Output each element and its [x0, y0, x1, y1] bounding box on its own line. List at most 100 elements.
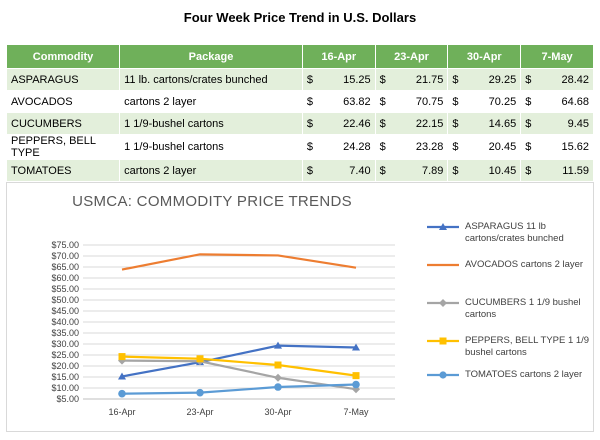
data-point [274, 341, 282, 349]
currency-symbol: $ [525, 117, 532, 130]
package-cell: cartons 2 layer [119, 159, 303, 182]
legend-swatch [427, 337, 459, 345]
data-point [118, 353, 126, 361]
table-row: PEPPERS, BELL TYPE 1 1/9-bushel cartons $2… [5, 134, 594, 160]
y-tick-label: $60.00 [51, 273, 79, 283]
data-point [274, 361, 282, 369]
legend-swatch [427, 223, 459, 230]
price-cell: $64.68 [520, 90, 594, 113]
price-value: 7.89 [422, 164, 444, 177]
table-header-row: Commodity Package 16-Apr 23-Apr 30-Apr 7… [5, 44, 594, 69]
legend-marker [439, 299, 447, 307]
package-cell: 1 1/9-bushel cartons [119, 134, 303, 160]
y-tick-label: $65.00 [51, 262, 79, 272]
series-line [121, 253, 357, 271]
price-value: 11.59 [562, 164, 589, 177]
price-cell: $20.45 [447, 134, 522, 160]
price-cell: $11.59 [520, 159, 594, 182]
commodity-cell: PEPPERS, BELL TYPE [5, 134, 121, 160]
y-tick-label: $35.00 [51, 328, 79, 338]
commodity-cell: AVOCADOS [5, 90, 121, 113]
y-tick-label: $45.00 [51, 306, 79, 316]
currency-symbol: $ [306, 73, 314, 86]
currency-symbol: $ [379, 73, 386, 86]
currency-symbol: $ [379, 117, 386, 130]
y-tick-label: $75.00 [51, 240, 79, 250]
price-cell: $28.42 [520, 68, 594, 91]
price-value: 22.15 [415, 117, 444, 130]
data-point [274, 383, 282, 391]
price-table: Commodity Package 16-Apr 23-Apr 30-Apr 7… [5, 44, 594, 182]
package-cell: 11 lb. cartons/crates bunched [119, 68, 303, 91]
x-tick-label: 16-Apr [108, 407, 135, 417]
header-package: Package [119, 44, 303, 69]
price-value: 29.25 [488, 73, 517, 86]
price-cell: $63.82 [301, 90, 376, 113]
price-value: 7.40 [349, 164, 371, 177]
price-cell: $10.45 [447, 159, 522, 182]
x-tick-label: 7-May [343, 407, 369, 417]
data-point [196, 388, 204, 397]
legend-label: ASPARAGUS 11 lb cartons/crates bunched [465, 221, 564, 244]
price-value: 63.82 [343, 95, 371, 108]
price-value: 64.68 [561, 95, 589, 108]
header-week-2: 23-Apr [374, 44, 449, 69]
y-tick-label: $40.00 [51, 317, 79, 327]
x-tick-label: 30-Apr [264, 407, 291, 417]
price-cell: $22.15 [374, 112, 449, 135]
x-tick-label: 23-Apr [186, 407, 213, 417]
table-row: ASPARAGUS 11 lb. cartons/crates bunched $1… [5, 68, 594, 91]
data-point [352, 372, 360, 380]
price-cell: $24.28 [301, 134, 376, 160]
y-tick-label: $10.00 [51, 383, 79, 393]
currency-symbol: $ [379, 95, 386, 108]
table-body: ASPARAGUS 11 lb. cartons/crates bunched $1… [5, 68, 594, 182]
price-cell: $7.40 [301, 159, 376, 182]
y-tick-label: $5.00 [56, 394, 79, 404]
series-line [121, 355, 357, 377]
price-value: 70.25 [488, 95, 517, 108]
currency-symbol: $ [452, 73, 459, 86]
price-cell: $21.75 [374, 68, 449, 91]
y-tick-label: $20.00 [51, 361, 79, 371]
y-tick-label: $70.00 [51, 251, 79, 261]
currency-symbol: $ [525, 164, 532, 177]
currency-symbol: $ [525, 95, 532, 108]
header-commodity: Commodity [5, 44, 121, 69]
y-tick-label: $50.00 [51, 295, 79, 305]
legend-label: TOMATOES cartons 2 layer [465, 369, 583, 380]
currency-symbol: $ [525, 141, 532, 153]
series-line [121, 344, 357, 378]
currency-symbol: $ [379, 141, 386, 153]
chart-container: USMCA: COMMODITY PRICE TRENDS $5.00 $10.0… [6, 182, 594, 432]
currency-symbol: $ [306, 141, 314, 153]
legend-label: PEPPERS, BELL TYPE 1 1/9 bushel cartons [465, 335, 590, 358]
data-point [274, 373, 282, 382]
package-cell: cartons 2 layer [119, 90, 303, 113]
header-week-1: 16-Apr [301, 44, 376, 69]
commodity-cell: ASPARAGUS [5, 68, 121, 91]
legend-label: AVOCADOS cartons 2 layer [465, 259, 584, 270]
data-point [352, 343, 360, 351]
price-value: 10.45 [488, 164, 517, 177]
legend-label: CUCUMBERS 1 1/9 bushel cartons [465, 297, 581, 320]
currency-symbol: $ [452, 117, 459, 130]
price-cell: $70.25 [447, 90, 522, 113]
chart-title: USMCA: COMMODITY PRICE TRENDS [72, 193, 352, 210]
data-point [352, 380, 360, 389]
legend-marker [439, 223, 447, 230]
price-cell: $22.46 [301, 112, 376, 135]
price-value: 20.45 [488, 141, 517, 153]
y-tick-label: $55.00 [51, 284, 79, 294]
price-cell: $14.65 [447, 112, 522, 135]
legend-swatch [427, 299, 459, 307]
currency-symbol: $ [306, 95, 314, 108]
package-cell: 1 1/9-bushel cartons [119, 112, 303, 135]
price-value: 9.45 [567, 117, 589, 130]
currency-symbol: $ [452, 164, 459, 177]
price-value: 70.75 [415, 95, 444, 108]
price-cell: $29.25 [447, 68, 522, 91]
legend-marker [439, 371, 447, 379]
currency-symbol: $ [379, 164, 386, 177]
table-row: TOMATOES cartons 2 layer $7.40 $7.89 $10.45 $… [5, 159, 594, 182]
